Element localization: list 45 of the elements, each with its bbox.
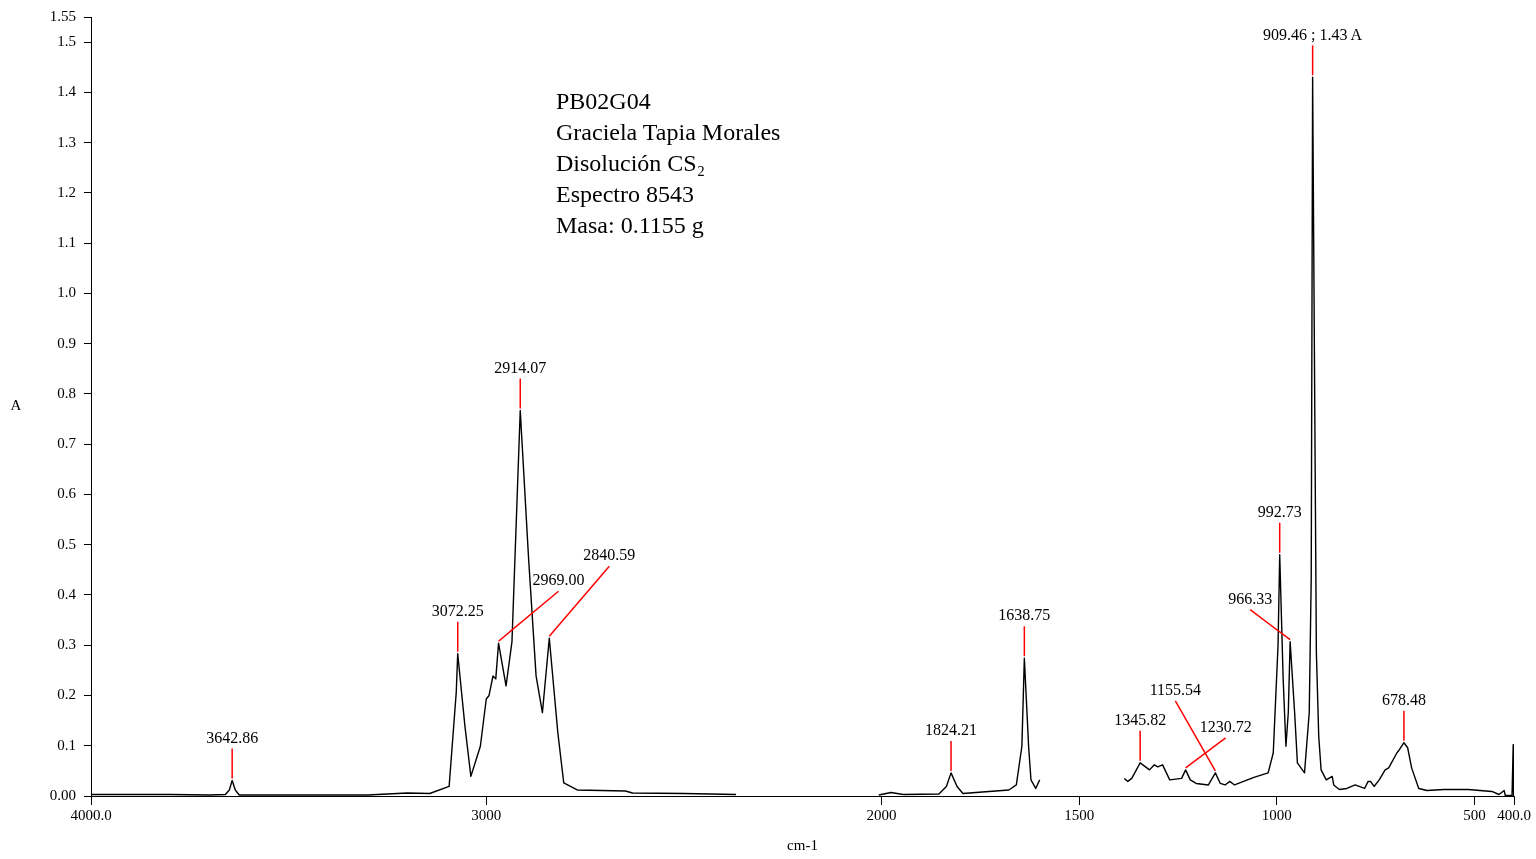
annotation: Disolución CS₂	[556, 150, 706, 177]
y-tick-label: 1.5	[57, 33, 76, 50]
annotation: 1345.82	[1114, 711, 1167, 729]
annotation: Masa: 0.1155 g	[556, 212, 704, 239]
annotation: 3642.86	[206, 728, 259, 746]
y-tick-label: 1.0	[57, 284, 76, 301]
x-tick-label: 1500	[1064, 806, 1095, 823]
annotation: 909.46 ; 1.43 A	[1263, 25, 1363, 43]
y-tick-label: 1.4	[57, 83, 77, 100]
y-tick-label: 1.55	[49, 7, 76, 24]
x-tick-label: 3000	[471, 806, 502, 823]
y-tick-label: 1.3	[57, 133, 76, 150]
y-tick-label: 0.7	[57, 435, 77, 452]
annotation: Espectro 8543	[556, 181, 694, 208]
y-tick-label: 1.2	[57, 183, 76, 200]
annotation: 2969.00	[532, 571, 585, 589]
annotation: 678.48	[1381, 690, 1426, 708]
y-tick-label: 0.8	[57, 384, 76, 401]
y-axis-title: A	[10, 397, 22, 414]
annotation: 2914.07	[494, 358, 547, 376]
y-tick-label: 0.00	[49, 786, 76, 803]
x-tick-label: 4000.0	[70, 806, 112, 823]
y-tick-label: 0.5	[57, 535, 76, 552]
x-tick-label: 1000	[1261, 806, 1292, 823]
y-tick-label: 1.1	[57, 234, 76, 251]
x-axis-title: cm-1	[787, 836, 818, 853]
annotation: 992.73	[1257, 502, 1302, 520]
y-tick-label: 0.1	[57, 736, 76, 753]
annotation: 3072.25	[431, 601, 484, 619]
annotation: 1155.54	[1149, 681, 1202, 699]
annotation: Graciela Tapia Morales	[556, 119, 781, 146]
y-tick-label: 0.4	[57, 585, 77, 602]
y-tick-label: 0.9	[57, 334, 76, 351]
annotation: 1824.21	[925, 721, 978, 739]
y-tick-label: 0.6	[57, 485, 77, 502]
y-tick-label: 0.2	[57, 686, 76, 703]
x-tick-label: 2000	[866, 806, 897, 823]
x-tick-label: 400.0	[1497, 806, 1531, 823]
annotation: 1638.75	[998, 606, 1051, 624]
annotation: 966.33	[1228, 589, 1273, 607]
annotation: 2840.59	[583, 546, 636, 564]
x-tick-label: 500	[1463, 806, 1486, 823]
annotation: PB02G04	[556, 88, 651, 115]
annotation: 1230.72	[1199, 718, 1252, 736]
y-tick-label: 0.3	[57, 636, 76, 653]
